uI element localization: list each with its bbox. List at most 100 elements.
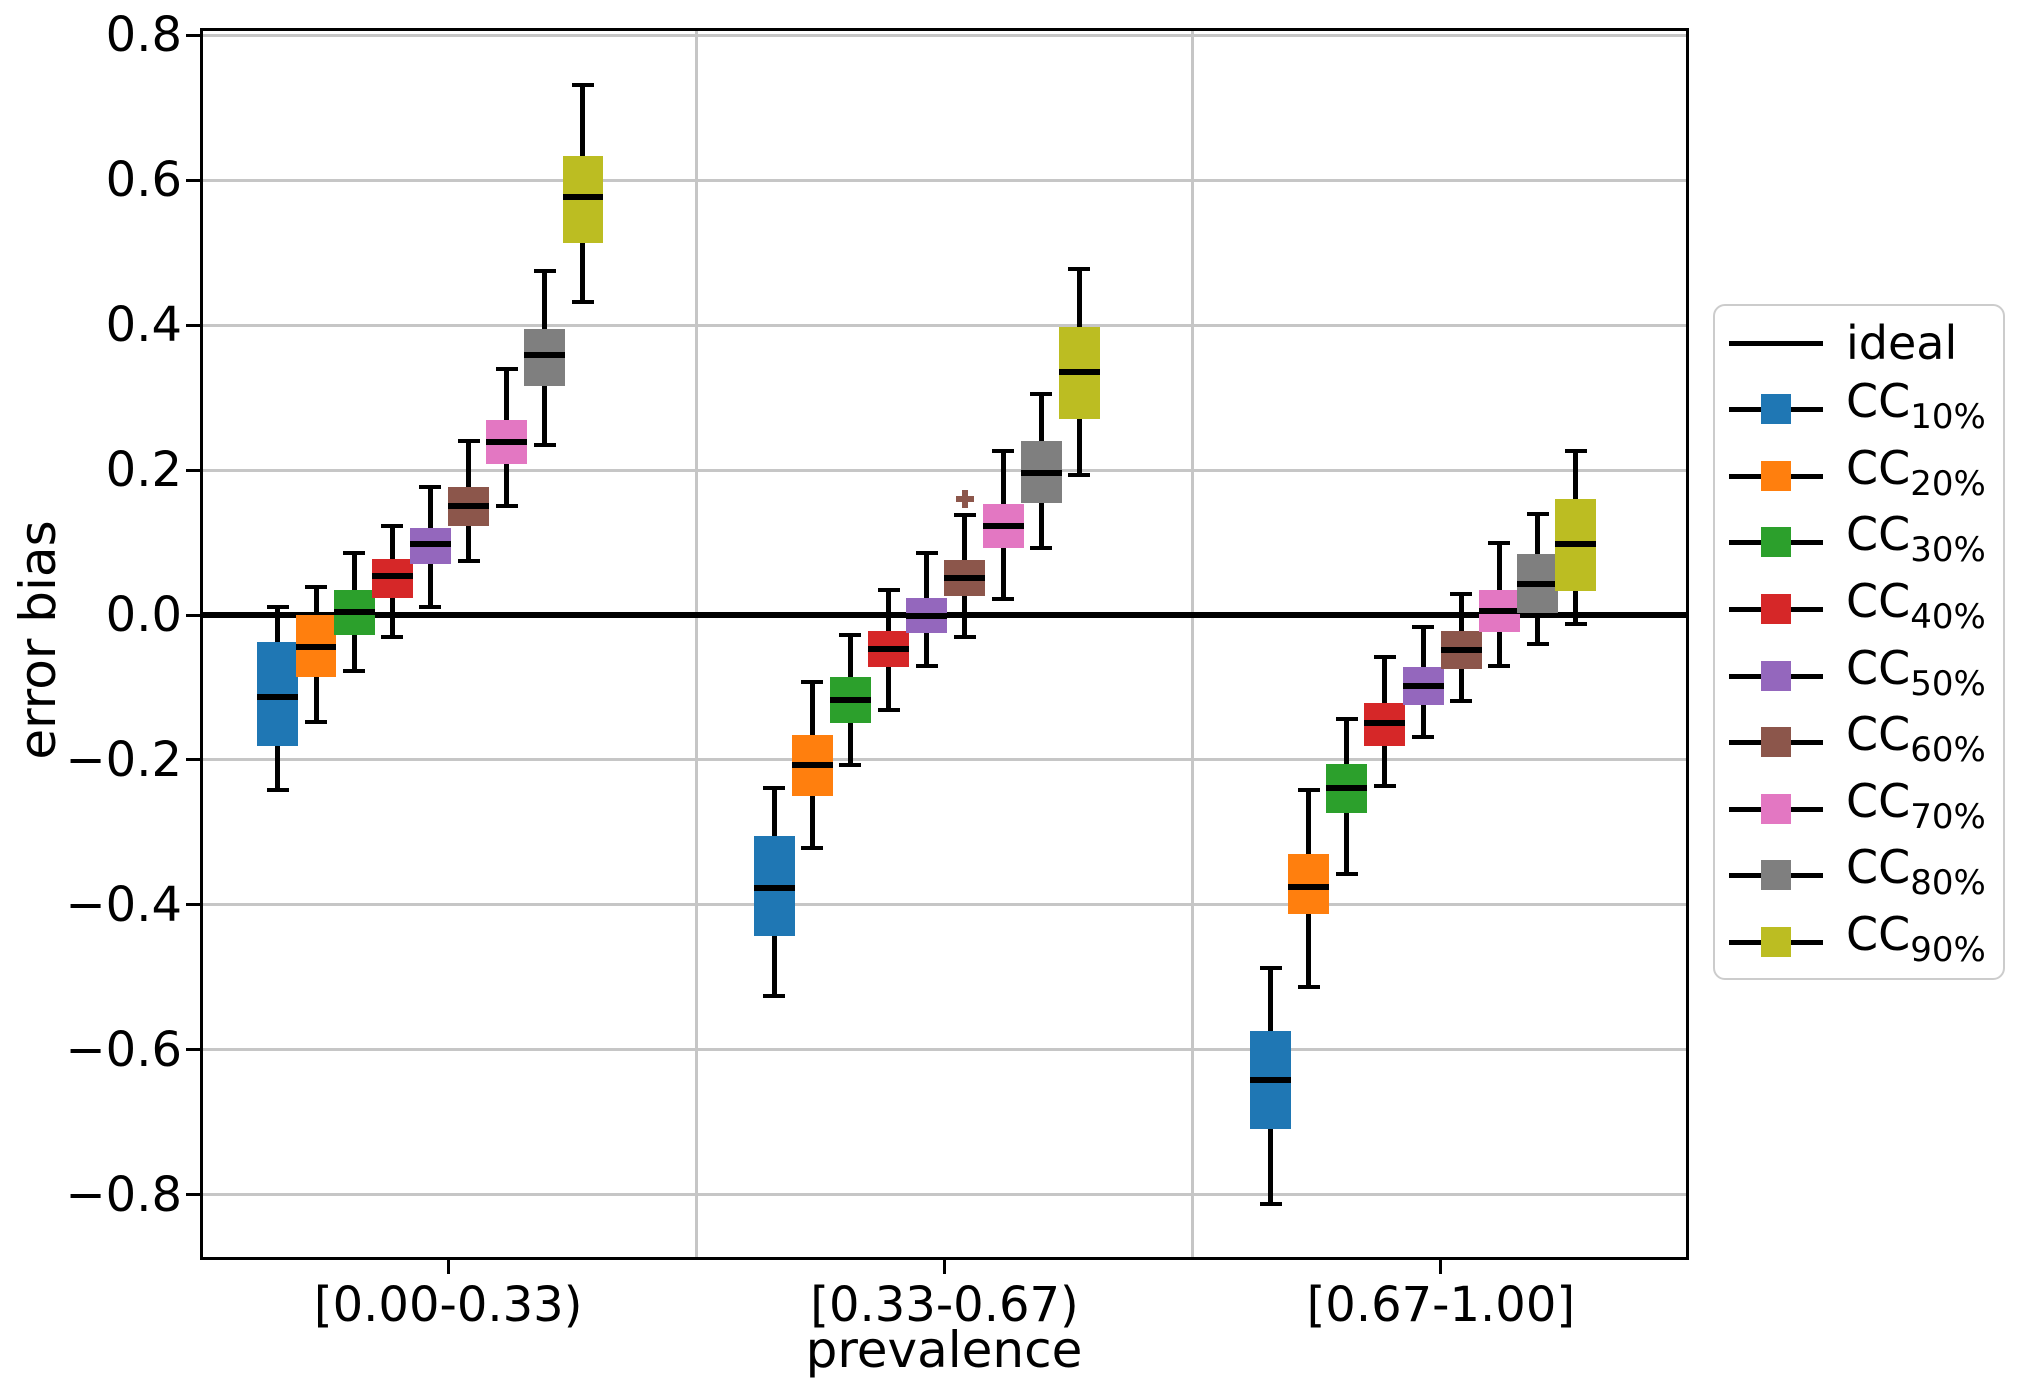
cc50-group2-whisker-cap-bottom (1412, 735, 1435, 740)
y-gridline (200, 1193, 1689, 1197)
cc30-group1-whisker-cap-bottom (839, 763, 862, 768)
cc20-group1-median-line (791, 762, 833, 769)
boxplot-legend-handle (1729, 855, 1823, 895)
cc40-group0-whisker-cap-top (381, 523, 404, 528)
cc50-group2-median-line (1402, 683, 1444, 690)
cc20-group0-whisker-cap-bottom (305, 719, 327, 724)
legend-label: CC80% (1846, 840, 1986, 904)
cc60-group0-median-line (448, 502, 490, 509)
group-separator (1191, 28, 1195, 1260)
legend-label: CC30% (1846, 507, 1986, 571)
boxplot-legend-handle (1729, 789, 1823, 829)
cc50-group1-whisker-cap-top (915, 550, 938, 555)
cc80-group2-whisker-cap-bottom (1526, 642, 1549, 646)
boxplot-legend-handle (1729, 389, 1823, 429)
y-tick-mark (186, 903, 200, 907)
cc40-group1-whisker-cap-bottom (877, 707, 900, 712)
y-tick-mark (186, 33, 200, 37)
cc90-group1-whisker-cap-top (1068, 267, 1091, 272)
cc70-group2-whisker-cap-top (1488, 541, 1511, 546)
legend-entry-cc70: CC70% (1729, 775, 1986, 842)
cc10-group2-whisker-cap-bottom (1259, 1202, 1282, 1207)
cc80-group0-whisker-cap-bottom (533, 442, 556, 447)
cc30-group2-whisker-cap-top (1335, 717, 1358, 722)
cc50-group1-whisker-cap-bottom (915, 664, 938, 669)
cc30-group2-whisker-cap-bottom (1335, 872, 1358, 877)
y-gridline (200, 758, 1689, 762)
legend-label: CC10% (1846, 374, 1986, 438)
cc50-group0-whisker-cap-bottom (419, 605, 442, 610)
legend-label-subscript: 20% (1910, 463, 1986, 504)
legend-entry-cc30: CC30% (1729, 509, 1986, 576)
y-axis-label: error bias (9, 520, 67, 760)
boxplot-legend-handle (1729, 456, 1823, 496)
boxplot-legend-handle (1729, 656, 1823, 696)
legend-label-subscript: 70% (1910, 796, 1986, 837)
y-tick-label: 0.4 (105, 297, 182, 354)
y-gridline (200, 903, 1689, 907)
cc90-group2-median-line (1555, 540, 1597, 547)
cc20-group2-whisker-cap-bottom (1297, 984, 1320, 989)
cc20-group0-median-line (295, 643, 337, 650)
cc10-group1-whisker-cap-top (763, 786, 786, 791)
cc70-group1-whisker-cap-bottom (992, 597, 1015, 602)
y-tick-label: 0.2 (105, 442, 182, 499)
cc80-group1-median-line (1020, 469, 1062, 476)
y-tick-label: 0.8 (105, 7, 182, 64)
y-tick-mark (186, 1048, 200, 1052)
cc60-group0-whisker-cap-bottom (457, 559, 480, 564)
y-tick-label: −0.6 (65, 1021, 182, 1078)
cc40-group0-whisker-cap-bottom (381, 634, 404, 639)
cc60-group1-whisker-cap-top (953, 513, 976, 517)
cc60-group0-whisker-cap-top (457, 439, 480, 444)
legend: ideal CC10% CC20% CC30% CC40% CC50% CC60% CC70%… (1713, 304, 2005, 980)
cc90-group0-whisker-cap-top (571, 82, 594, 87)
cc40-group1-whisker-cap-top (877, 587, 900, 592)
legend-label-subscript: 40% (1910, 596, 1986, 637)
cc20-group2-whisker-cap-top (1297, 787, 1320, 792)
legend-label-subscript: 90% (1910, 929, 1986, 970)
legend-color-swatch (1761, 527, 1791, 558)
y-gridline (200, 33, 1689, 37)
cc70-group0-median-line (486, 438, 528, 445)
legend-color-swatch (1761, 860, 1791, 891)
legend-entry-cc80: CC80% (1729, 842, 1986, 909)
cc30-group1-whisker-cap-top (839, 633, 862, 638)
cc10-group1-whisker-cap-bottom (763, 994, 786, 999)
legend-entry-cc90: CC90% (1729, 908, 1986, 975)
legend-color-swatch (1761, 926, 1791, 957)
boxplot-legend-handle (1729, 522, 1823, 562)
cc70-group2-median-line (1478, 608, 1520, 615)
y-gridline (200, 323, 1689, 327)
legend-label-subscript: 10% (1910, 397, 1986, 438)
x-tick-mark (1439, 1260, 1443, 1274)
cc30-group2-median-line (1326, 785, 1368, 792)
cc80-group1-whisker-cap-top (1030, 391, 1053, 396)
y-tick-mark (186, 758, 200, 762)
cc40-group2-median-line (1364, 719, 1406, 726)
cc60-group2-median-line (1440, 646, 1482, 653)
legend-label: CC50% (1846, 640, 1986, 704)
legend-entry-ideal: ideal (1729, 309, 1957, 376)
y-tick-mark (186, 178, 200, 182)
cc20-group1-whisker-cap-bottom (801, 846, 824, 851)
legend-color-swatch (1761, 460, 1791, 491)
legend-label-subscript: 30% (1910, 530, 1986, 571)
x-tick-label: [0.00-0.33) (313, 1277, 583, 1333)
cc40-group2-whisker-cap-bottom (1373, 784, 1396, 789)
legend-entry-cc60: CC60% (1729, 709, 1986, 776)
legend-label: CC70% (1846, 773, 1986, 837)
cc70-group0-whisker-cap-top (495, 366, 518, 371)
cc90-group1-whisker-cap-bottom (1068, 473, 1091, 478)
cc20-group1-whisker-cap-top (801, 680, 824, 685)
cc90-group2-whisker-cap-top (1564, 449, 1587, 454)
cc80-group0-whisker-cap-top (533, 268, 556, 273)
cc50-group0-median-line (409, 540, 451, 547)
legend-label: CC20% (1846, 440, 1986, 504)
y-tick-mark (186, 1193, 200, 1197)
cc10-group0-median-line (257, 693, 299, 700)
cc70-group2-whisker-cap-bottom (1488, 663, 1511, 668)
legend-line-icon (1729, 340, 1823, 346)
cc50-group0-whisker-cap-top (419, 485, 442, 490)
